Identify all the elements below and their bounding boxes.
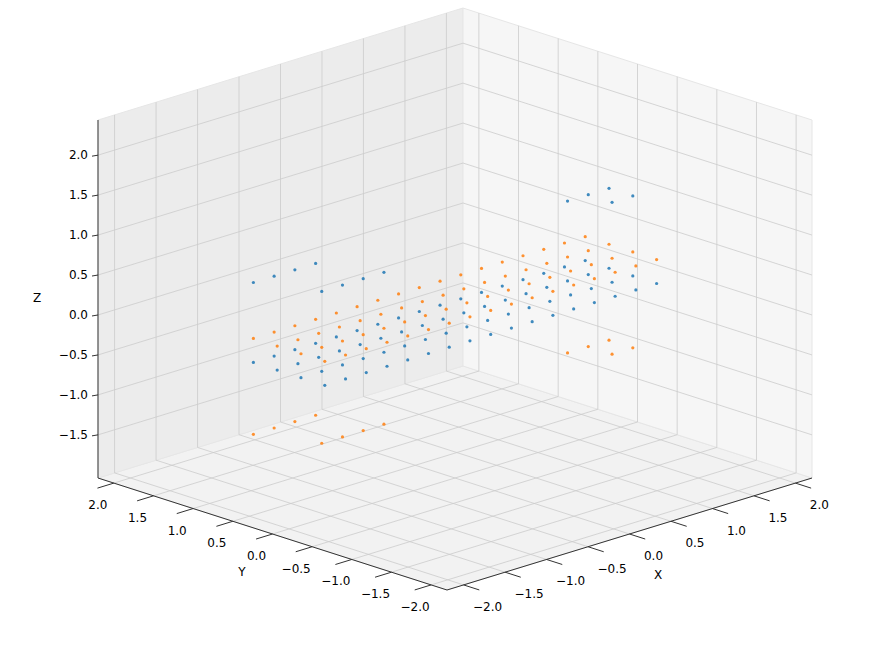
- svg-text:2.0: 2.0: [810, 498, 829, 512]
- svg-text:−1.5: −1.5: [59, 428, 88, 442]
- svg-text:−1.0: −1.0: [59, 388, 88, 402]
- svg-text:1.0: 1.0: [69, 228, 88, 242]
- svg-text:0.5: 0.5: [69, 268, 88, 282]
- svg-text:1.5: 1.5: [128, 511, 147, 525]
- svg-text:2.0: 2.0: [69, 148, 88, 162]
- svg-text:0.0: 0.0: [644, 549, 663, 563]
- svg-text:−2.0: −2.0: [401, 600, 430, 614]
- svg-text:−0.5: −0.5: [59, 348, 88, 362]
- svg-text:Z: Z: [33, 291, 41, 305]
- svg-text:0.0: 0.0: [247, 549, 266, 563]
- svg-text:1.0: 1.0: [727, 524, 746, 538]
- svg-text:−0.5: −0.5: [597, 562, 626, 576]
- svg-text:1.5: 1.5: [768, 511, 787, 525]
- svg-text:X: X: [654, 568, 662, 582]
- svg-text:0.5: 0.5: [207, 536, 226, 550]
- svg-text:2.0: 2.0: [88, 498, 107, 512]
- svg-text:0.5: 0.5: [685, 536, 704, 550]
- svg-text:−0.5: −0.5: [282, 562, 311, 576]
- svg-text:−1.5: −1.5: [361, 587, 390, 601]
- svg-text:−2.0: −2.0: [473, 600, 502, 614]
- svg-text:Y: Y: [237, 565, 246, 579]
- svg-text:0.0: 0.0: [69, 308, 88, 322]
- svg-text:−1.0: −1.0: [556, 574, 585, 588]
- svg-text:1.5: 1.5: [69, 188, 88, 202]
- svg-text:−1.5: −1.5: [514, 587, 543, 601]
- svg-text:1.0: 1.0: [168, 524, 187, 538]
- svg-text:−1.0: −1.0: [321, 574, 350, 588]
